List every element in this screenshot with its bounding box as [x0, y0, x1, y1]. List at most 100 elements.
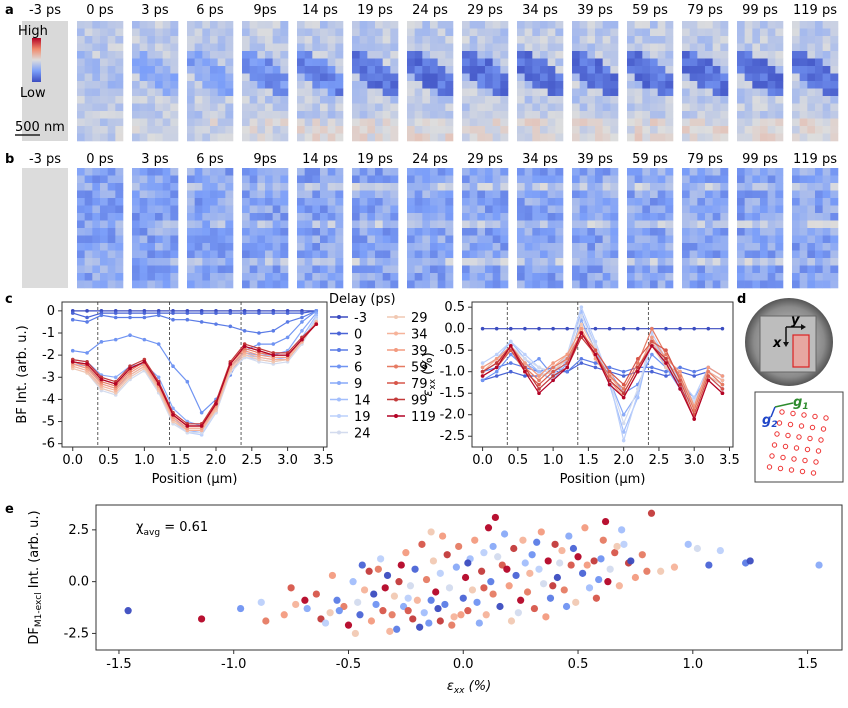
- tile-pixel: [327, 103, 336, 112]
- tile-pixel: [242, 66, 250, 74]
- series-point: [156, 375, 161, 380]
- tile-pixel: [524, 51, 533, 59]
- tile-pixel: [84, 111, 93, 119]
- tile-pixel: [115, 168, 124, 176]
- tile-pixel: [414, 58, 423, 67]
- tile-pixel: [587, 183, 596, 191]
- tile-pixel: [462, 265, 470, 274]
- tile-pixel: [312, 43, 321, 52]
- tile-pixel: [92, 243, 101, 251]
- tile-pixel: [540, 198, 548, 206]
- tile-pixel: [642, 103, 651, 112]
- tile-pixel: [737, 235, 745, 244]
- tile-pixel: [280, 273, 289, 281]
- tile-pixel: [830, 205, 839, 214]
- panel-e-scatter: χavg = 0.61 -1.5 -1.0 -0.5 0.0 0.5 1.0 1.52.50…: [27, 504, 843, 696]
- tile-pixel: [115, 183, 124, 191]
- tile-pixel: [760, 51, 768, 59]
- delay-image-tile: [132, 168, 179, 289]
- tile-pixel: [422, 88, 431, 97]
- scatter-point: [262, 617, 270, 625]
- tile-pixel: [524, 273, 533, 281]
- tile-pixel: [634, 43, 643, 52]
- tile-pixel: [524, 81, 533, 89]
- series-point: [706, 365, 711, 370]
- tile-pixel: [320, 96, 328, 104]
- tile-pixel: [477, 213, 486, 221]
- tile-pixel: [752, 111, 761, 119]
- delay-label-a: 9ps: [253, 3, 277, 18]
- tile-pixel: [775, 190, 784, 199]
- tile-pixel: [352, 96, 360, 104]
- tile-pixel: [445, 183, 454, 191]
- tile-pixel: [665, 168, 674, 176]
- tile-pixel: [492, 243, 501, 251]
- tile-pixel: [602, 198, 611, 206]
- tile-pixel: [422, 81, 431, 89]
- series-point: [494, 369, 499, 374]
- tile-pixel: [775, 168, 784, 176]
- tile-pixel: [107, 36, 116, 44]
- tile-pixel: [352, 126, 360, 134]
- tile-pixel: [492, 175, 501, 184]
- tile-pixel: [170, 51, 179, 59]
- tile-pixel: [775, 81, 784, 89]
- tile-pixel: [367, 126, 376, 134]
- tile-pixel: [162, 168, 171, 176]
- tile-pixel: [77, 205, 85, 214]
- tile-pixel: [627, 126, 635, 134]
- tile-pixel: [602, 66, 611, 74]
- scatter-point: [372, 600, 380, 609]
- tile-pixel: [280, 183, 289, 191]
- tile-pixel: [382, 168, 391, 176]
- tile-pixel: [217, 66, 226, 74]
- series-point: [171, 413, 175, 417]
- diffraction-spot: [812, 413, 818, 420]
- tile-pixel: [170, 198, 179, 206]
- tile-pixel: [815, 43, 823, 52]
- tile-pixel: [249, 280, 258, 289]
- panel-label-a: a: [5, 3, 14, 18]
- tile-pixel: [147, 250, 156, 259]
- tile-pixel: [602, 43, 611, 52]
- delay-image-tile: [77, 168, 124, 289]
- tile-pixel: [815, 133, 823, 142]
- tile-pixel: [642, 213, 651, 221]
- tile-pixel: [367, 220, 376, 229]
- tile-pixel: [744, 126, 753, 134]
- tile-pixel: [304, 58, 313, 67]
- tile-pixel: [602, 126, 611, 134]
- y-tick-label: 0.0: [68, 575, 89, 590]
- tile-pixel: [689, 198, 698, 206]
- tile-pixel: [595, 88, 603, 97]
- tile-pixel: [382, 103, 391, 112]
- series-point: [621, 387, 626, 391]
- tile-pixel: [775, 280, 784, 289]
- tile-pixel: [705, 220, 713, 229]
- tile-pixel: [335, 258, 344, 266]
- tile-pixel: [382, 258, 391, 266]
- tile-pixel: [610, 273, 619, 281]
- tile-pixel: [272, 190, 281, 199]
- tile-pixel: [139, 198, 148, 206]
- tile-pixel: [437, 36, 446, 44]
- tile-pixel: [414, 190, 423, 199]
- tile-pixel: [815, 51, 823, 59]
- tile-pixel: [162, 198, 171, 206]
- tile-pixel: [657, 96, 666, 104]
- tile-pixel: [445, 36, 454, 44]
- tile-pixel: [579, 28, 588, 37]
- tile-pixel: [642, 183, 651, 191]
- tile-pixel: [162, 213, 171, 221]
- tile-pixel: [320, 51, 328, 59]
- tile-pixel: [595, 103, 603, 112]
- tile-pixel: [595, 58, 603, 67]
- tile-pixel: [572, 220, 580, 229]
- tile-pixel: [737, 183, 745, 191]
- delay-label-b: 3 ps: [141, 152, 169, 167]
- tile-pixel: [162, 103, 171, 112]
- tile-pixel: [445, 228, 454, 236]
- series-point: [257, 348, 261, 353]
- tile-pixel: [532, 175, 541, 184]
- tile-pixel: [272, 273, 281, 281]
